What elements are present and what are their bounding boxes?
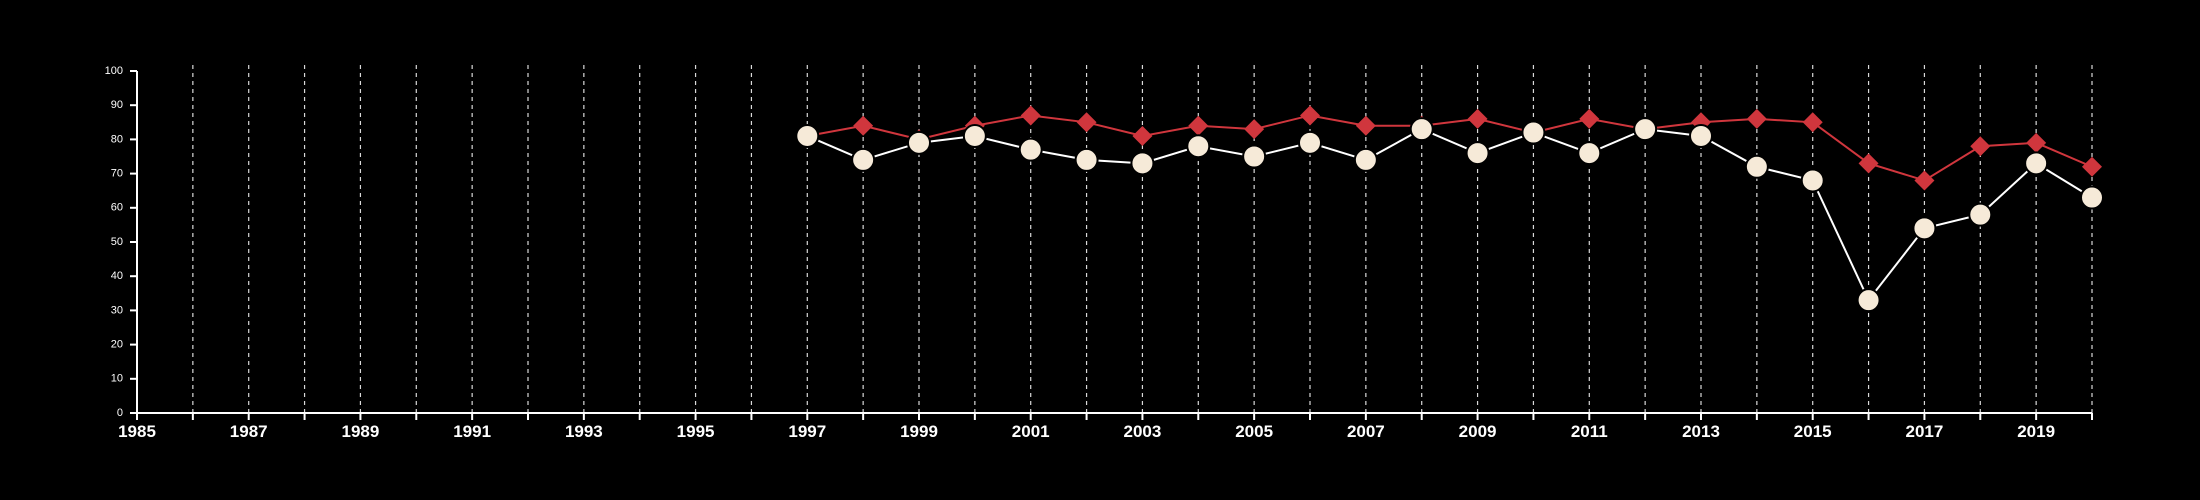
y-tick-label: 40 [111, 270, 123, 282]
x-tick-label: 1987 [230, 422, 268, 441]
series-2 [795, 117, 2104, 313]
data-point [1132, 125, 1153, 146]
x-tick-label: 2017 [1906, 422, 1944, 441]
data-point [907, 130, 931, 155]
data-point [1244, 119, 1265, 140]
y-tick-label: 60 [111, 202, 123, 214]
series-line [807, 114, 2093, 182]
data-point [1633, 117, 1658, 142]
data-point [1970, 136, 1991, 157]
x-tick-label: 2015 [1794, 422, 1832, 441]
data-point [853, 115, 874, 136]
x-tick-label: 1985 [118, 422, 156, 441]
y-tick-label: 70 [111, 168, 123, 180]
x-tick-label: 1997 [788, 422, 826, 441]
data-point [1802, 112, 1823, 133]
x-tick-label: 1989 [342, 422, 380, 441]
axes: 0 10 20 30 40 50 60 70 80 90 100 1985 1987 1989 1991 19… [105, 65, 2093, 441]
data-point [1355, 115, 1376, 136]
data-point [795, 123, 820, 148]
y-tick-label: 10 [111, 373, 123, 385]
data-series [795, 105, 2104, 313]
x-tick-label: 1993 [565, 422, 603, 441]
data-point [1968, 202, 1993, 227]
x-gridlines [192, 65, 2093, 413]
series-1 [797, 105, 2102, 191]
data-point [1744, 154, 1769, 179]
y-tick-label: 100 [105, 65, 123, 77]
data-point [1858, 153, 1879, 174]
data-point [1912, 216, 1937, 241]
data-point [1020, 105, 1041, 126]
data-point [1074, 147, 1099, 172]
x-tick-label: 2011 [1571, 422, 1608, 441]
x-tick-label: 2007 [1347, 422, 1385, 441]
y-tick-label: 30 [111, 304, 123, 316]
data-point [2080, 185, 2104, 210]
data-point [1856, 288, 1881, 313]
x-tick-label: 2009 [1459, 422, 1497, 441]
y-tick-label: 50 [111, 236, 123, 248]
data-point [1018, 137, 1043, 162]
x-tick-label: 2003 [1124, 422, 1162, 441]
x-tick-label: 1991 [453, 422, 491, 441]
data-point [1746, 108, 1767, 129]
data-point [1188, 115, 1209, 136]
data-point [1353, 147, 1378, 172]
x-tick-label: 2001 [1012, 422, 1050, 441]
data-point [1689, 123, 1713, 148]
data-point [1186, 134, 1211, 159]
data-point [2026, 132, 2047, 153]
x-tick-label: 1995 [677, 422, 715, 441]
data-point [1579, 108, 1600, 129]
data-point [1409, 117, 1434, 142]
data-point [1130, 151, 1155, 176]
data-point [851, 147, 876, 172]
data-point [1521, 120, 1546, 145]
data-point [2024, 151, 2049, 176]
series-line [806, 128, 2093, 303]
y-tick-label: 90 [111, 99, 123, 111]
data-point [1800, 168, 1825, 193]
data-point [1298, 130, 1322, 155]
data-point [1914, 170, 1935, 191]
data-point [1465, 141, 1490, 166]
y-tick-label: 20 [111, 339, 123, 351]
y-tick-label: 0 [117, 407, 123, 419]
x-tick-label: 2013 [1682, 422, 1720, 441]
y-tick-label: 80 [111, 133, 123, 145]
x-tick-label: 2019 [2017, 422, 2055, 441]
data-point [1577, 141, 1602, 166]
x-tick-label: 2005 [1235, 422, 1273, 441]
data-point [2082, 156, 2102, 177]
data-point [1076, 112, 1097, 133]
data-point [962, 123, 987, 148]
data-point [1300, 105, 1320, 126]
data-point [1467, 108, 1488, 129]
x-tick-label: 1999 [900, 422, 938, 441]
data-point [1242, 144, 1267, 169]
